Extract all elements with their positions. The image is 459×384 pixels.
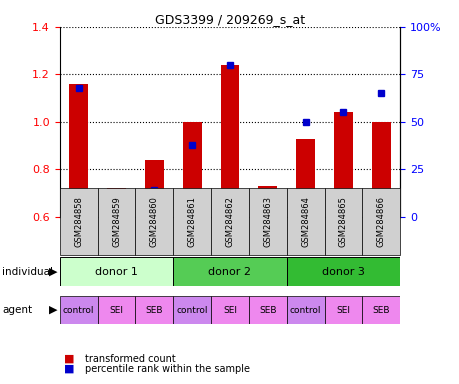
FancyBboxPatch shape	[135, 188, 173, 255]
Text: SEB: SEB	[146, 306, 163, 314]
Text: transformed count: transformed count	[85, 354, 175, 364]
Text: GSM284862: GSM284862	[225, 196, 234, 247]
FancyBboxPatch shape	[173, 188, 211, 255]
FancyBboxPatch shape	[97, 188, 135, 255]
Text: GSM284858: GSM284858	[74, 196, 83, 247]
FancyBboxPatch shape	[211, 296, 248, 324]
Text: percentile rank within the sample: percentile rank within the sample	[85, 364, 250, 374]
Text: SEI: SEI	[109, 306, 123, 314]
FancyBboxPatch shape	[362, 296, 399, 324]
FancyBboxPatch shape	[324, 296, 362, 324]
Bar	[107, 189, 126, 217]
Text: control: control	[289, 306, 321, 314]
Text: GSM284863: GSM284863	[263, 196, 272, 247]
Text: individual: individual	[2, 266, 53, 277]
FancyBboxPatch shape	[60, 188, 97, 255]
FancyBboxPatch shape	[173, 257, 286, 286]
Bar	[371, 122, 390, 217]
FancyBboxPatch shape	[324, 188, 362, 255]
Text: SEI: SEI	[336, 306, 350, 314]
Bar	[296, 139, 314, 217]
Text: donor 2: donor 2	[208, 266, 251, 277]
Bar	[333, 113, 352, 217]
FancyBboxPatch shape	[248, 188, 286, 255]
Text: SEB: SEB	[372, 306, 389, 314]
FancyBboxPatch shape	[173, 296, 211, 324]
FancyBboxPatch shape	[97, 296, 135, 324]
Text: ■: ■	[64, 364, 75, 374]
FancyBboxPatch shape	[211, 188, 248, 255]
Text: GSM284860: GSM284860	[150, 196, 158, 247]
Text: GSM284861: GSM284861	[187, 196, 196, 247]
Text: donor 1: donor 1	[95, 266, 138, 277]
Bar	[69, 84, 88, 217]
FancyBboxPatch shape	[286, 188, 324, 255]
FancyBboxPatch shape	[286, 257, 399, 286]
Text: SEB: SEB	[258, 306, 276, 314]
Text: ■: ■	[64, 354, 75, 364]
Bar	[220, 65, 239, 217]
Text: donor 3: donor 3	[321, 266, 364, 277]
Bar	[145, 160, 163, 217]
Bar	[258, 186, 277, 217]
Text: GSM284866: GSM284866	[376, 196, 385, 247]
Text: GSM284865: GSM284865	[338, 196, 347, 247]
Text: SEI: SEI	[223, 306, 236, 314]
FancyBboxPatch shape	[248, 296, 286, 324]
FancyBboxPatch shape	[362, 188, 399, 255]
Bar	[182, 122, 201, 217]
Text: GSM284864: GSM284864	[301, 196, 309, 247]
FancyBboxPatch shape	[60, 296, 97, 324]
Text: GSM284859: GSM284859	[112, 196, 121, 247]
Text: agent: agent	[2, 305, 32, 315]
Text: ▶: ▶	[49, 266, 57, 277]
Text: control: control	[63, 306, 94, 314]
FancyBboxPatch shape	[135, 296, 173, 324]
FancyBboxPatch shape	[286, 296, 324, 324]
FancyBboxPatch shape	[60, 257, 173, 286]
Text: control: control	[176, 306, 207, 314]
Title: GDS3399 / 209269_s_at: GDS3399 / 209269_s_at	[155, 13, 304, 26]
Text: ▶: ▶	[49, 305, 57, 315]
